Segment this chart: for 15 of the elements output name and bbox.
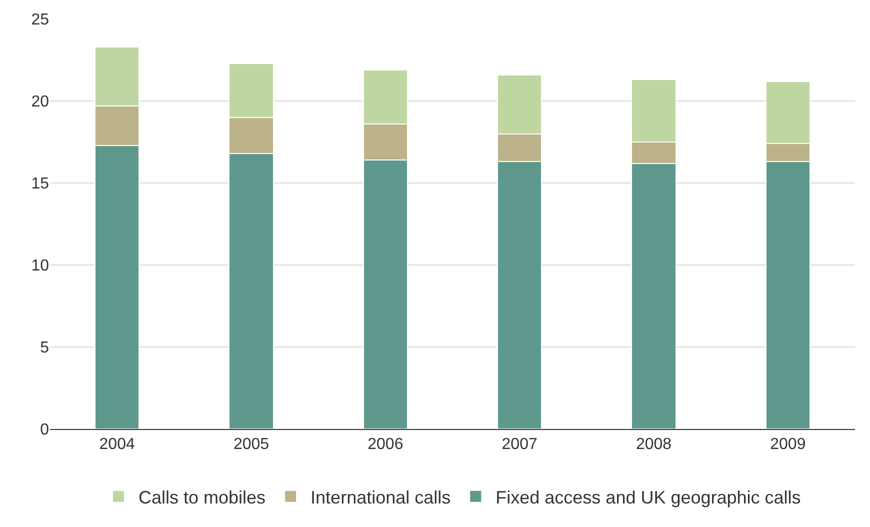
y-tick-label: 25 [31,12,50,29]
x-tick-label: 2006 [368,436,404,454]
x-tick-label: 2005 [233,436,270,454]
x-tick-label: 2008 [636,436,672,454]
x-tick-label: 2004 [99,436,135,454]
y-tick-label: 15 [31,176,50,193]
x-tick-label: 2007 [502,436,538,454]
y-tick-label: 20 [31,94,50,111]
y-tick-label: 0 [40,422,50,439]
legend-label: International calls [310,487,451,508]
legend-label: Calls to mobiles [138,487,266,508]
y-tick-label: 10 [31,258,50,275]
x-tick-label: 2009 [770,436,806,454]
legend-label: Fixed access and UK geographic calls [496,487,801,508]
y-tick-label: 5 [40,340,50,357]
